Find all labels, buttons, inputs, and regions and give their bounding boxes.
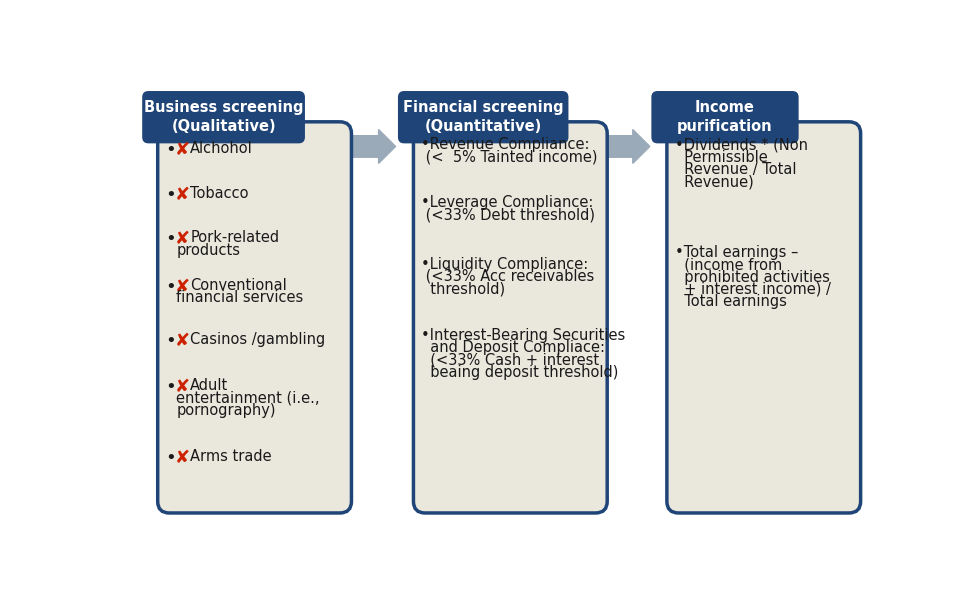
Text: •Dividends * (Non: •Dividends * (Non — [675, 137, 808, 152]
Text: Total earnings: Total earnings — [675, 294, 787, 309]
Text: threshold): threshold) — [421, 281, 505, 296]
Text: ✘: ✘ — [174, 141, 190, 159]
Text: Business screening
(Qualitative): Business screening (Qualitative) — [144, 100, 304, 134]
Text: pornography): pornography) — [176, 403, 276, 418]
FancyBboxPatch shape — [414, 122, 607, 513]
FancyBboxPatch shape — [398, 91, 569, 144]
Text: •Interest-Bearing Securities: •Interest-Bearing Securities — [421, 328, 626, 343]
Polygon shape — [607, 130, 650, 163]
Text: ✘: ✘ — [174, 332, 190, 350]
Text: beaing deposit threshold): beaing deposit threshold) — [421, 365, 619, 380]
Text: •: • — [166, 332, 176, 350]
Text: •Leverage Compliance:: •Leverage Compliance: — [421, 195, 594, 210]
Text: (<33% Acc receivables: (<33% Acc receivables — [421, 269, 595, 284]
Text: •: • — [166, 141, 176, 159]
Text: Adult: Adult — [190, 378, 228, 393]
Text: Arms trade: Arms trade — [190, 449, 272, 464]
Text: ✘: ✘ — [174, 186, 190, 204]
Text: ✘: ✘ — [174, 378, 190, 396]
Text: products: products — [176, 243, 240, 258]
Text: (income from: (income from — [675, 257, 782, 272]
Text: •Liquidity Compliance:: •Liquidity Compliance: — [421, 257, 588, 271]
FancyBboxPatch shape — [143, 91, 305, 144]
Text: prohibited activities: prohibited activities — [675, 270, 829, 285]
Text: •Total earnings –: •Total earnings – — [675, 245, 798, 260]
FancyBboxPatch shape — [652, 91, 798, 144]
Text: Permissible: Permissible — [675, 150, 767, 164]
Text: Alchohol: Alchohol — [190, 141, 253, 156]
Text: Revenue): Revenue) — [675, 174, 754, 189]
Text: ✘: ✘ — [174, 449, 190, 467]
Text: (<33% Cash + interest: (<33% Cash + interest — [421, 353, 600, 368]
FancyBboxPatch shape — [667, 122, 861, 513]
Text: Income
purification: Income purification — [677, 100, 773, 134]
Text: Financial screening
(Quantitative): Financial screening (Quantitative) — [403, 100, 564, 134]
Text: ✘: ✘ — [174, 278, 190, 296]
FancyBboxPatch shape — [158, 122, 352, 513]
Text: •: • — [166, 278, 176, 296]
Text: •: • — [166, 186, 176, 204]
Text: •: • — [166, 230, 176, 248]
Text: Revenue / Total: Revenue / Total — [675, 162, 796, 177]
Text: ✘: ✘ — [174, 230, 190, 248]
Text: entertainment (i.e.,: entertainment (i.e., — [176, 390, 320, 405]
Text: (<33% Debt threshold): (<33% Debt threshold) — [421, 208, 595, 222]
Text: •: • — [166, 449, 176, 467]
Polygon shape — [353, 130, 395, 163]
Text: and Deposit Compliace:: and Deposit Compliace: — [421, 340, 605, 355]
Text: Pork-related: Pork-related — [190, 230, 280, 245]
Text: •Revenue Compliance:: •Revenue Compliance: — [421, 137, 590, 152]
Text: (<  5% Tainted income): (< 5% Tainted income) — [421, 150, 598, 164]
Text: + interest income) /: + interest income) / — [675, 282, 831, 297]
Text: financial services: financial services — [176, 291, 304, 306]
Text: Casinos /gambling: Casinos /gambling — [190, 332, 326, 347]
Text: Tobacco: Tobacco — [190, 186, 249, 201]
Text: Conventional: Conventional — [190, 278, 287, 293]
Text: •: • — [166, 378, 176, 396]
